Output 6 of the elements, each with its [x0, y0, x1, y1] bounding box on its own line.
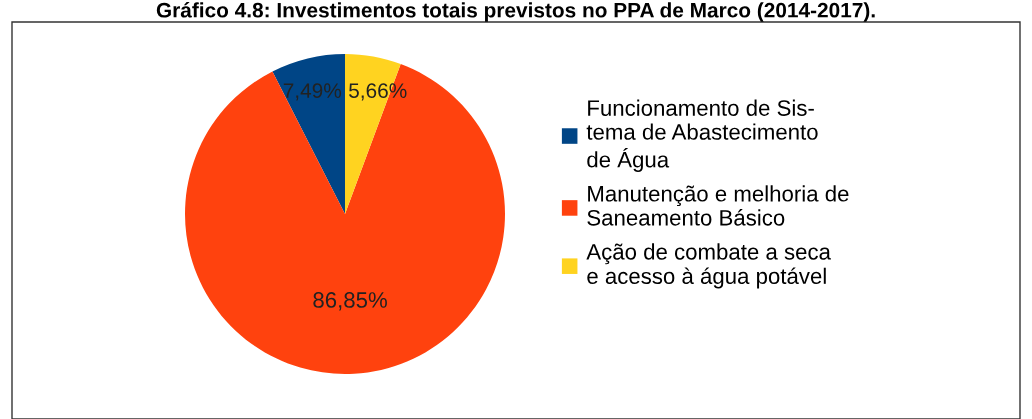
legend-label: Manutenção e melhoria de Saneamento Básico	[587, 185, 849, 226]
legend-label: Ação de combate a seca e acesso à água potável	[586, 243, 831, 289]
chart-title: Gráfico 4.8: Investimentos totais previstos no PPA de Marco (2014-2017).	[156, 2, 875, 22]
data-label: 7,49%	[283, 83, 342, 101]
data-label: 86,85%	[313, 292, 387, 311]
legend-label: Funcionamento de Sis- tema de Abastecimento de Água	[586, 99, 818, 172]
